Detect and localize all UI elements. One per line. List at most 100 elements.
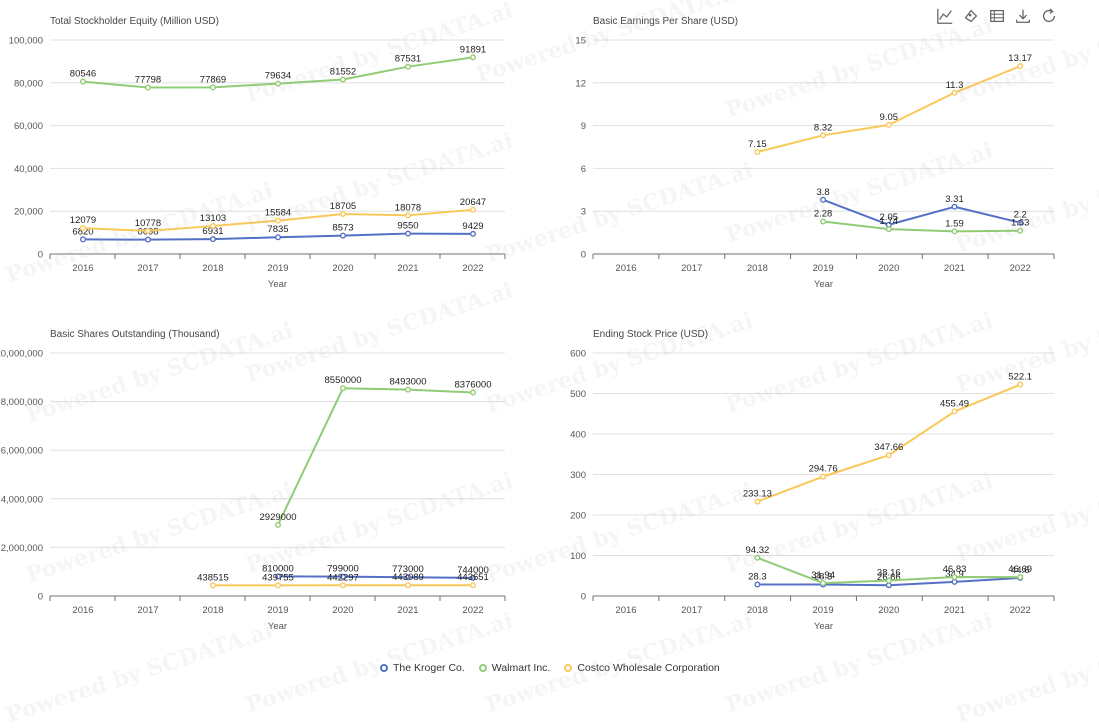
y-tick-label: 60,000 bbox=[14, 121, 43, 132]
x-tick-label: 2017 bbox=[681, 263, 702, 274]
download-icon[interactable] bbox=[1012, 5, 1034, 27]
bar-chart-icon[interactable] bbox=[960, 5, 982, 27]
series-line-walmart bbox=[823, 221, 1020, 231]
y-tick-label: 4,000,000 bbox=[1, 494, 43, 505]
legend-item-kroger[interactable]: The Kroger Co. bbox=[380, 662, 465, 674]
data-point-kroger bbox=[952, 580, 957, 585]
data-point-costco bbox=[755, 499, 760, 504]
data-label-costco: 18078 bbox=[395, 202, 421, 213]
data-label-walmart: 8550000 bbox=[325, 375, 362, 386]
series-line-costco bbox=[757, 66, 1020, 152]
data-point-costco bbox=[821, 133, 826, 138]
y-tick-label: 15 bbox=[575, 36, 586, 47]
data-label-costco: 9.05 bbox=[880, 112, 899, 123]
data-label-walmart: 77798 bbox=[135, 75, 161, 86]
data-label-costco: 294.76 bbox=[809, 464, 838, 475]
legend-label-costco: Costco Wholesale Corporation bbox=[577, 662, 719, 674]
data-label-costco: 13103 bbox=[200, 213, 226, 224]
line-chart-icon[interactable] bbox=[934, 5, 956, 27]
legend-swatch-kroger bbox=[380, 664, 388, 672]
data-point-walmart bbox=[1018, 575, 1023, 580]
legend-label-kroger: The Kroger Co. bbox=[393, 662, 465, 674]
chart-panel-1: Total Stockholder Equity (Million USD)02… bbox=[9, 16, 505, 290]
data-label-walmart: 2.28 bbox=[814, 208, 833, 219]
data-point-walmart bbox=[821, 581, 826, 586]
x-tick-label: 2022 bbox=[462, 263, 483, 274]
chart-legend: The Kroger Co. Walmart Inc. Costco Whole… bbox=[380, 662, 720, 674]
y-tick-label: 10,000,000 bbox=[0, 349, 43, 360]
data-point-costco bbox=[211, 583, 216, 588]
y-tick-label: 300 bbox=[570, 470, 586, 481]
series-line-kroger bbox=[823, 200, 1020, 225]
data-label-walmart: 2929000 bbox=[260, 512, 297, 523]
data-point-kroger bbox=[211, 237, 216, 242]
data-label-walmart: 1.59 bbox=[945, 218, 964, 229]
data-point-costco bbox=[821, 474, 826, 479]
y-tick-label: 0 bbox=[38, 592, 43, 603]
y-tick-label: 2,000,000 bbox=[1, 543, 43, 554]
data-point-walmart bbox=[341, 77, 346, 82]
x-tick-label: 2020 bbox=[332, 263, 353, 274]
data-label-costco: 439755 bbox=[262, 572, 294, 583]
data-label-costco: 442297 bbox=[327, 572, 359, 583]
y-tick-label: 600 bbox=[570, 349, 586, 360]
y-tick-label: 0 bbox=[38, 250, 43, 261]
data-label-costco: 443089 bbox=[392, 572, 424, 583]
data-label-costco: 12079 bbox=[70, 215, 96, 226]
charts-canvas: Total Stockholder Equity (Million USD)02… bbox=[0, 0, 1099, 705]
x-tick-label: 2019 bbox=[813, 605, 834, 616]
x-tick-label: 2021 bbox=[944, 605, 965, 616]
y-tick-label: 3 bbox=[581, 207, 586, 218]
data-point-kroger bbox=[821, 197, 826, 202]
data-point-kroger bbox=[146, 237, 151, 242]
x-tick-label: 2017 bbox=[137, 263, 158, 274]
data-point-walmart bbox=[755, 556, 760, 561]
x-tick-label: 2018 bbox=[747, 605, 768, 616]
data-point-walmart bbox=[1018, 228, 1023, 233]
series-line-walmart bbox=[278, 388, 473, 525]
data-point-costco bbox=[952, 90, 957, 95]
series-line-kroger bbox=[278, 576, 473, 578]
data-label-walmart: 46.69 bbox=[1008, 564, 1032, 575]
x-axis-label: Year bbox=[814, 279, 833, 290]
y-tick-label: 500 bbox=[570, 389, 586, 400]
data-view-icon[interactable] bbox=[986, 5, 1008, 27]
data-point-walmart bbox=[276, 81, 281, 86]
data-point-costco bbox=[471, 208, 476, 213]
legend-item-walmart[interactable]: Walmart Inc. bbox=[479, 662, 551, 674]
x-tick-label: 2022 bbox=[1010, 605, 1031, 616]
y-tick-label: 12 bbox=[575, 78, 586, 89]
data-point-costco bbox=[406, 213, 411, 218]
x-tick-label: 2020 bbox=[332, 605, 353, 616]
x-tick-label: 2018 bbox=[202, 605, 223, 616]
data-point-costco bbox=[341, 212, 346, 217]
data-label-costco: 443651 bbox=[457, 572, 489, 583]
data-label-costco: 347.66 bbox=[874, 442, 903, 453]
data-point-costco bbox=[471, 583, 476, 588]
y-tick-label: 80,000 bbox=[14, 78, 43, 89]
data-point-walmart bbox=[952, 229, 957, 234]
data-label-walmart: 46.83 bbox=[943, 564, 967, 575]
data-point-walmart bbox=[406, 387, 411, 392]
x-tick-label: 2018 bbox=[202, 263, 223, 274]
x-axis-label: Year bbox=[814, 621, 833, 632]
data-point-walmart bbox=[471, 390, 476, 395]
y-tick-label: 200 bbox=[570, 511, 586, 522]
data-label-costco: 233.13 bbox=[743, 489, 772, 500]
data-label-walmart: 38.16 bbox=[877, 568, 901, 579]
data-label-kroger: 9550 bbox=[397, 221, 418, 232]
y-tick-label: 9 bbox=[581, 121, 586, 132]
restore-icon[interactable] bbox=[1038, 5, 1060, 27]
data-point-walmart bbox=[821, 219, 826, 224]
data-label-costco: 11.3 bbox=[946, 80, 964, 91]
data-label-costco: 8.32 bbox=[814, 122, 833, 133]
data-label-walmart: 1.63 bbox=[1011, 218, 1030, 229]
data-point-costco bbox=[81, 226, 86, 231]
legend-swatch-walmart bbox=[479, 664, 487, 672]
legend-item-costco[interactable]: Costco Wholesale Corporation bbox=[564, 662, 719, 674]
